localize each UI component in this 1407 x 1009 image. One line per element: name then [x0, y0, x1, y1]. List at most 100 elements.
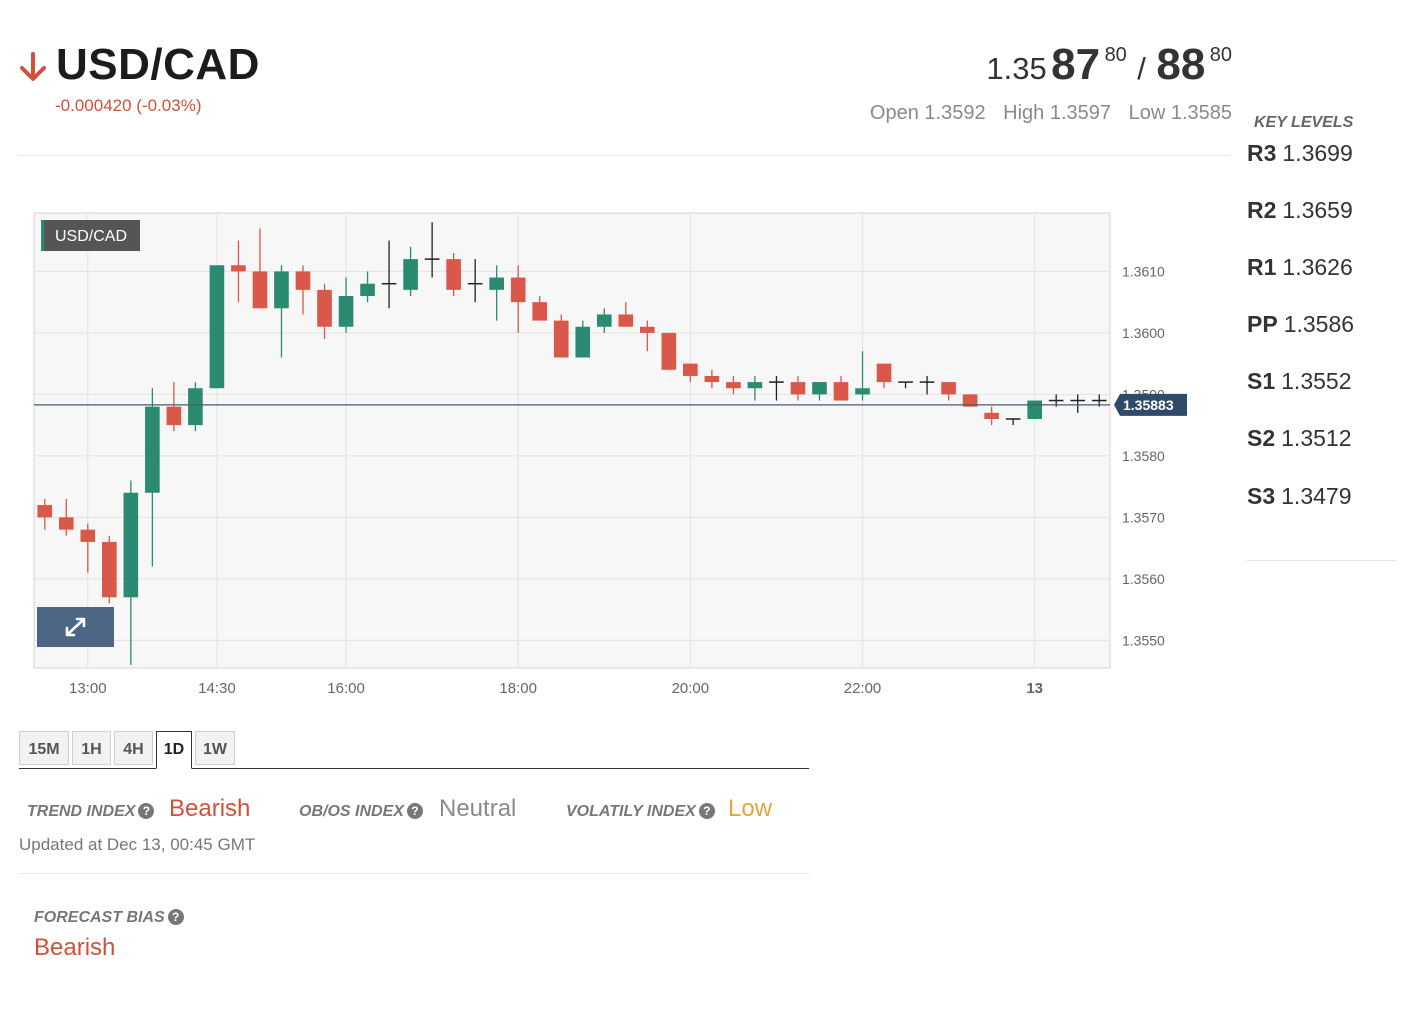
header-divider [18, 155, 1230, 156]
open-value: Open 1.3592 [869, 102, 986, 124]
x-tick-label: 16:00 [327, 680, 365, 697]
key-level-name: R2 [1247, 197, 1277, 223]
candle-body [984, 412, 999, 419]
key-level-s1: S1 1.3552 [1247, 368, 1352, 395]
y-tick-label: 1.3550 [1122, 632, 1165, 648]
bid-pips: 87 [1051, 40, 1101, 89]
candle-body [962, 394, 978, 407]
candle-body [188, 388, 203, 426]
volatility-index-value: Low [728, 795, 773, 822]
key-levels-title: KEY LEVELS [1254, 114, 1354, 131]
y-tick-label: 1.3570 [1122, 509, 1165, 525]
candle-body [575, 326, 591, 358]
key-level-value: 1.3659 [1282, 197, 1353, 223]
candle-body [747, 382, 763, 389]
x-axis-labels: 13:00 14:30 16:00 18:00 20:00 22:00 13 [69, 680, 1043, 697]
symbol-label-accent [41, 220, 44, 251]
candle-body [102, 541, 117, 598]
bid-base: 1.35 [986, 51, 1047, 86]
current-price-tag: 1.35883 [1114, 393, 1187, 416]
candle-body [37, 505, 53, 518]
key-level-pp: PP 1.3586 [1247, 311, 1354, 338]
obos-index-label-text: OB/OS INDEX [299, 803, 404, 820]
candles [37, 222, 1107, 665]
volatility-index-label: VOLATILY INDEX? [566, 803, 715, 821]
obos-index-label: OB/OS INDEX? [299, 803, 423, 821]
candle-body [123, 492, 139, 598]
candle-body [790, 382, 806, 395]
candle-body [338, 296, 354, 327]
expand-arrows-icon [65, 617, 86, 637]
key-level-value: 1.3586 [1283, 311, 1355, 337]
question-circle-icon[interactable]: ? [406, 803, 423, 819]
forecast-bias-value: Bearish [34, 934, 116, 961]
candle-body [704, 375, 720, 383]
price-change: -0.000420 (-0.03%) [55, 96, 202, 115]
key-level-value: 1.3479 [1281, 483, 1352, 509]
pair-title: USD/CAD [56, 40, 260, 89]
candle-body [661, 332, 677, 370]
current-price-tag-text: 1.35883 [1123, 397, 1174, 413]
symbol-label-box [41, 220, 140, 251]
candle-body [489, 277, 504, 290]
candle-body [510, 277, 526, 303]
candle-body [274, 271, 289, 309]
y-tick-label: 1.3580 [1122, 448, 1165, 464]
candle-body [532, 302, 548, 321]
key-level-r2: R2 1.3659 [1247, 197, 1353, 224]
candle-body [618, 314, 634, 327]
candle-body [446, 259, 461, 290]
key-level-value: 1.3626 [1282, 254, 1353, 280]
tab-4h[interactable]: 4H [114, 731, 153, 765]
indices-divider [19, 873, 809, 874]
candlestick-chart[interactable]: 1.35501.35601.35701.35801.35901.36001.36… [0, 200, 1230, 710]
y-axis-labels: 1.35501.35601.35701.35801.35901.36001.36… [1122, 263, 1165, 648]
x-tick-label: 14:30 [198, 680, 236, 697]
forecast-bias-label: FORECAST BIAS? [34, 909, 184, 927]
candle-body [683, 363, 698, 376]
symbol-label: USD/CAD [55, 228, 127, 245]
volatility-index-label-text: VOLATILY INDEX [566, 803, 696, 820]
key-level-name: PP [1247, 311, 1278, 337]
trend-index-value: Bearish [169, 795, 251, 822]
question-circle-icon[interactable]: ? [167, 909, 184, 925]
high-value: High 1.3597 [1003, 102, 1112, 124]
x-tick-label: 13 [1026, 680, 1043, 697]
key-level-value: 1.3699 [1282, 140, 1353, 166]
x-tick-label: 18:00 [499, 680, 537, 697]
candle-body [726, 382, 741, 389]
tab-1w[interactable]: 1W [195, 731, 235, 765]
updated-timestamp: Updated at Dec 13, 00:45 GMT [19, 835, 256, 854]
candle-body [403, 259, 418, 290]
tab-1d[interactable]: 1D [156, 731, 192, 769]
candle-body [812, 382, 827, 395]
chart-plot-area [33, 212, 1111, 669]
y-tick-label: 1.3610 [1122, 263, 1165, 279]
candle-body [833, 382, 849, 401]
key-level-r3: R3 1.3699 [1247, 140, 1353, 167]
quote-separator: / [1137, 51, 1146, 86]
expand-chart-button[interactable] [37, 607, 114, 647]
key-level-name: S1 [1247, 368, 1276, 394]
tab-1h[interactable]: 1H [72, 731, 111, 765]
arrow-down-icon [20, 52, 46, 81]
candle-body [145, 406, 160, 493]
candle-body [231, 265, 246, 272]
forecast-bias-label-text: FORECAST BIAS [34, 909, 165, 926]
bid-fraction: 80 [1104, 44, 1127, 66]
question-circle-icon[interactable]: ? [138, 803, 155, 819]
key-level-value: 1.3512 [1281, 425, 1352, 451]
open-high-low: Open 1.3592 High 1.3597 Low 1.3585 [858, 102, 1232, 125]
candle-body [80, 529, 96, 542]
tab-15m[interactable]: 15M [19, 731, 69, 765]
candle-body [596, 314, 612, 327]
key-level-name: R3 [1247, 140, 1277, 166]
candle-body [1027, 400, 1042, 419]
key-level-name: S2 [1247, 425, 1276, 451]
candle-body [317, 289, 332, 327]
x-tick-label: 20:00 [672, 680, 710, 697]
candle-body [941, 382, 956, 395]
candle-body [295, 271, 311, 290]
key-level-r1: R1 1.3626 [1247, 254, 1353, 281]
question-circle-icon[interactable]: ? [698, 803, 715, 819]
